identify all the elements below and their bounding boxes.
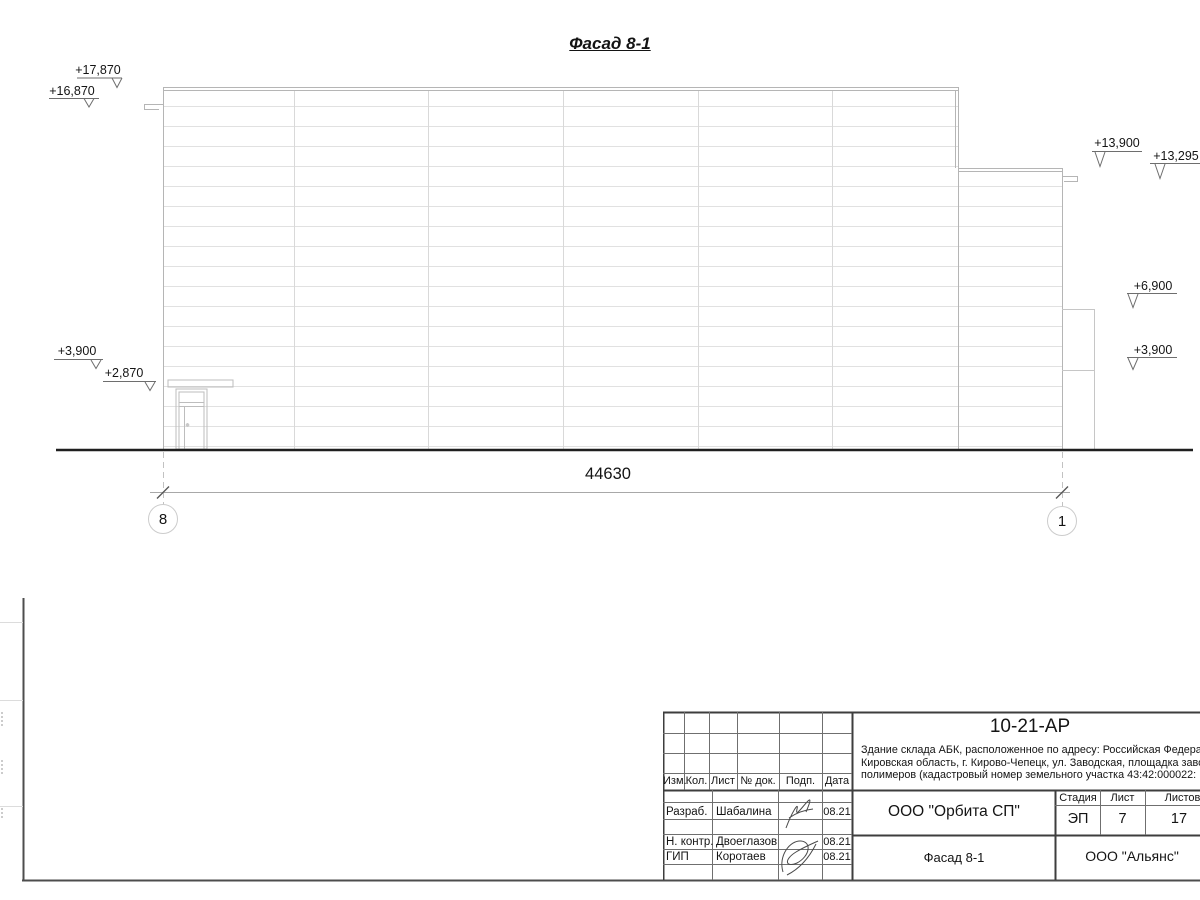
role-ncontrol-date: 08.21: [823, 836, 851, 848]
facade-wall-tall: [163, 87, 958, 449]
project-description-line2: Кировская область, г. Кирово-Чепецк, ул.…: [861, 756, 1200, 769]
entrance-door: [167, 379, 234, 450]
sheet-frame: [22, 598, 1200, 882]
rev-header-izm: Изм.: [663, 775, 687, 787]
rev-header-podp: Подп.: [785, 775, 816, 787]
elevation-label-6900: +6,900: [1133, 279, 1173, 293]
sheet-number: 7: [1118, 811, 1127, 827]
panel-joint: [563, 90, 564, 449]
elevation-label-3900-right: +3,900: [1133, 343, 1173, 357]
design-org: ООО "Орбита СП": [888, 803, 1020, 820]
dim-tick: [156, 486, 170, 499]
rev-header-list: Лист: [711, 775, 735, 787]
role-ncontrol-label: Н. контр.: [666, 836, 714, 848]
panel-joint: [832, 90, 833, 449]
elevation-label-3900-left: +3,900: [57, 344, 97, 358]
project-description: Здание склада АБК, расположенное по адре…: [861, 744, 1200, 782]
role-gip-date: 08.21: [823, 851, 851, 863]
role-gip-name: Коротаев: [716, 851, 766, 863]
dimension-line: [150, 452, 1070, 506]
drawing-title: Фасад 8-1: [569, 34, 651, 53]
titleblock-borders: [662, 711, 1200, 880]
elevation-label-13295: +13,295: [1153, 149, 1199, 163]
role-developer-date: 08.21: [823, 806, 851, 818]
titleblock-grid: [663, 712, 1200, 880]
axis-bubble-1: 1: [1057, 513, 1067, 530]
role-developer-label: Разраб.: [666, 806, 708, 818]
annex-right: [1062, 309, 1095, 449]
sheets-header: Листов: [1164, 792, 1200, 804]
elevation-marks: [49, 77, 1200, 392]
elevation-label-16870: +16,870: [49, 84, 95, 98]
stage-value: ЭП: [1067, 811, 1089, 827]
panel-joint: [428, 90, 429, 449]
sheet-header: Лист: [1110, 792, 1135, 804]
contractor-org: ООО "Альянс": [1085, 848, 1179, 864]
panel-joint: [294, 90, 295, 449]
elevation-label-2870: +2,870: [104, 366, 144, 380]
parapet-flashing-left: [144, 104, 163, 110]
dimension-total: 44630: [585, 465, 631, 483]
role-gip-label: ГИП: [666, 851, 689, 863]
project-description-line3: полимеров (кадастровый номер земельного …: [861, 769, 1197, 782]
project-description-line1: Здание склада АБК, расположенное по адре…: [861, 744, 1200, 756]
rev-header-doc: № док.: [740, 775, 776, 787]
door-handle: [185, 423, 190, 427]
building-outline: [144, 87, 1078, 449]
role-developer-name: Шабалина: [716, 806, 772, 818]
sheet-margin-strip: [0, 622, 23, 820]
axis-bubble-8: 8: [158, 511, 168, 528]
stage-header: Стадия: [1059, 792, 1097, 804]
signature-marks: [781, 799, 819, 876]
facade-wall-low: [958, 171, 1062, 449]
dim-tick: [1055, 486, 1069, 499]
rev-header-kol: Кол.: [685, 775, 708, 787]
elevation-label-17870: +17,870: [75, 63, 121, 77]
panel-joint: [698, 90, 699, 449]
sheets-total: 17: [1170, 811, 1188, 827]
door-canopy: [167, 379, 234, 388]
parapet-flashing-right: [1062, 176, 1078, 182]
axis-bubbles: [148, 504, 1077, 536]
document-code: 10-21-АР: [989, 716, 1071, 737]
rev-header-data: Дата: [824, 775, 850, 787]
sheet-drawing-name: Фасад 8-1: [923, 850, 985, 865]
role-ncontrol-name: Двоеглазов: [716, 836, 778, 848]
elevation-label-13900: +13,900: [1094, 136, 1140, 150]
